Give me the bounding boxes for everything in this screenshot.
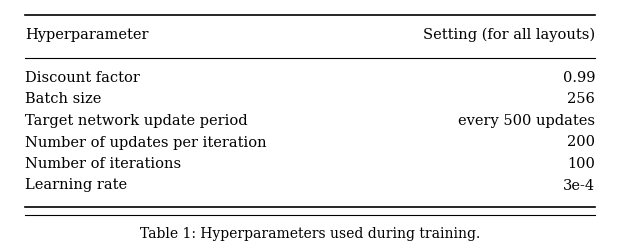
Text: Number of iterations: Number of iterations (25, 157, 181, 171)
Text: 256: 256 (567, 92, 595, 107)
Text: 3e-4: 3e-4 (563, 178, 595, 193)
Text: Hyperparameter: Hyperparameter (25, 28, 148, 42)
Text: 100: 100 (567, 157, 595, 171)
Text: Batch size: Batch size (25, 92, 101, 107)
Text: every 500 updates: every 500 updates (458, 114, 595, 128)
Text: Discount factor: Discount factor (25, 71, 140, 85)
Text: Table 1: Hyperparameters used during training.: Table 1: Hyperparameters used during tra… (140, 227, 480, 241)
Text: Number of updates per iteration: Number of updates per iteration (25, 136, 267, 149)
Text: 200: 200 (567, 136, 595, 149)
Text: Learning rate: Learning rate (25, 178, 127, 193)
Text: 0.99: 0.99 (563, 71, 595, 85)
Text: Setting (for all layouts): Setting (for all layouts) (423, 28, 595, 42)
Text: Target network update period: Target network update period (25, 114, 247, 128)
